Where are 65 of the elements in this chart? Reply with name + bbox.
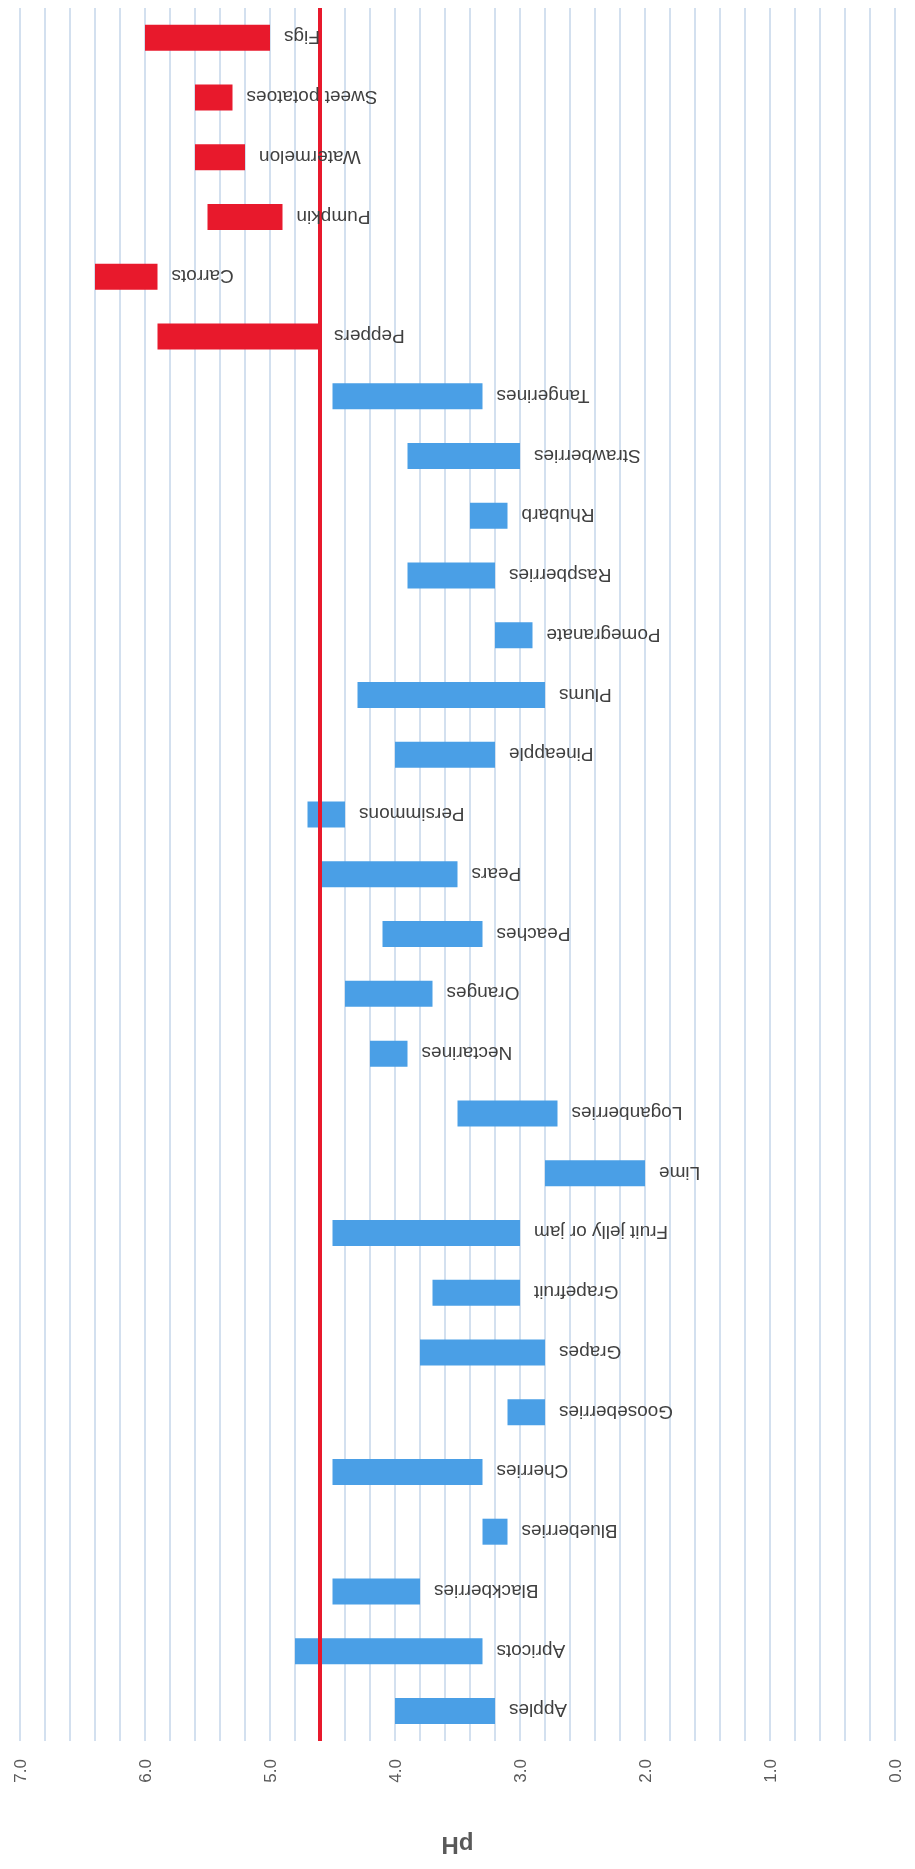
x-tick-label: 6.0 xyxy=(135,1759,155,1783)
x-tick-label: 4.0 xyxy=(385,1759,405,1783)
x-tick-label: 2.0 xyxy=(635,1759,655,1783)
bar xyxy=(145,24,270,51)
bar xyxy=(195,84,233,111)
y-tick-label: Pumpkin xyxy=(296,206,371,228)
bar xyxy=(395,1697,495,1724)
y-tick-label: Cherries xyxy=(496,1461,569,1483)
y-tick-label: Raspberries xyxy=(509,565,612,587)
y-tick-label: Plums xyxy=(559,684,612,706)
bar xyxy=(345,980,433,1007)
y-tick-label: Watermelon xyxy=(259,146,361,168)
y-tick-label: Grapefruit xyxy=(533,1282,619,1304)
x-tick-label: 5.0 xyxy=(260,1759,280,1783)
bar xyxy=(407,562,495,589)
bar xyxy=(482,1518,508,1545)
y-tick-label: Pomegranate xyxy=(546,624,661,646)
bar xyxy=(332,1578,420,1605)
bar xyxy=(95,263,158,290)
x-tick-label: 0.0 xyxy=(885,1759,905,1783)
y-tick-label: Apricots xyxy=(496,1640,566,1662)
y-tick-label: Rhubarb xyxy=(521,505,595,527)
bar xyxy=(432,1279,520,1306)
y-tick-label: Sweet potatoes xyxy=(246,86,378,108)
x-tick-label: 1.0 xyxy=(760,1759,780,1783)
bar xyxy=(295,1638,483,1665)
bar xyxy=(357,682,545,709)
bar xyxy=(420,1339,545,1366)
y-tick-label: Tangerines xyxy=(496,385,590,407)
y-tick-label: Pineapple xyxy=(509,744,594,766)
bar xyxy=(407,443,520,470)
bar xyxy=(545,1160,645,1187)
y-tick-label: Figs xyxy=(284,27,320,49)
x-tick-label: 7.0 xyxy=(10,1759,30,1783)
y-tick-label: Strawberries xyxy=(534,445,641,467)
y-tick-label: Peaches xyxy=(496,923,571,945)
bar xyxy=(470,502,508,529)
bar xyxy=(207,204,283,231)
y-tick-label: Carrots xyxy=(171,266,234,288)
y-tick-label: Blackberries xyxy=(434,1580,539,1602)
y-tick-label: Persimmons xyxy=(359,804,465,826)
bar xyxy=(457,1100,558,1127)
bar xyxy=(382,921,483,948)
bar xyxy=(320,861,458,888)
y-tick-label: Fruit jelly or jam xyxy=(534,1222,669,1244)
bar xyxy=(332,383,483,410)
y-tick-label: Loganberries xyxy=(571,1102,683,1124)
y-tick-label: Pears xyxy=(471,863,522,885)
bar xyxy=(195,144,245,171)
y-tick-label: Nectarines xyxy=(421,1043,513,1065)
y-tick-label: Apples xyxy=(509,1700,568,1722)
bar xyxy=(332,1458,483,1485)
bar xyxy=(395,741,495,768)
y-tick-label: Oranges xyxy=(446,983,520,1005)
x-tick-label: 3.0 xyxy=(510,1759,530,1783)
y-tick-label: Blueberries xyxy=(521,1521,618,1543)
y-tick-label: Grapes xyxy=(559,1341,622,1363)
y-tick-label: Lime xyxy=(659,1162,701,1184)
bar xyxy=(370,1040,408,1067)
bar xyxy=(495,622,533,649)
bar xyxy=(507,1399,545,1426)
y-tick-label: Peppers xyxy=(334,326,405,348)
x-axis-title: pH xyxy=(441,1831,474,1859)
bar xyxy=(332,1219,520,1246)
y-tick-label: Gooseberries xyxy=(559,1401,674,1423)
